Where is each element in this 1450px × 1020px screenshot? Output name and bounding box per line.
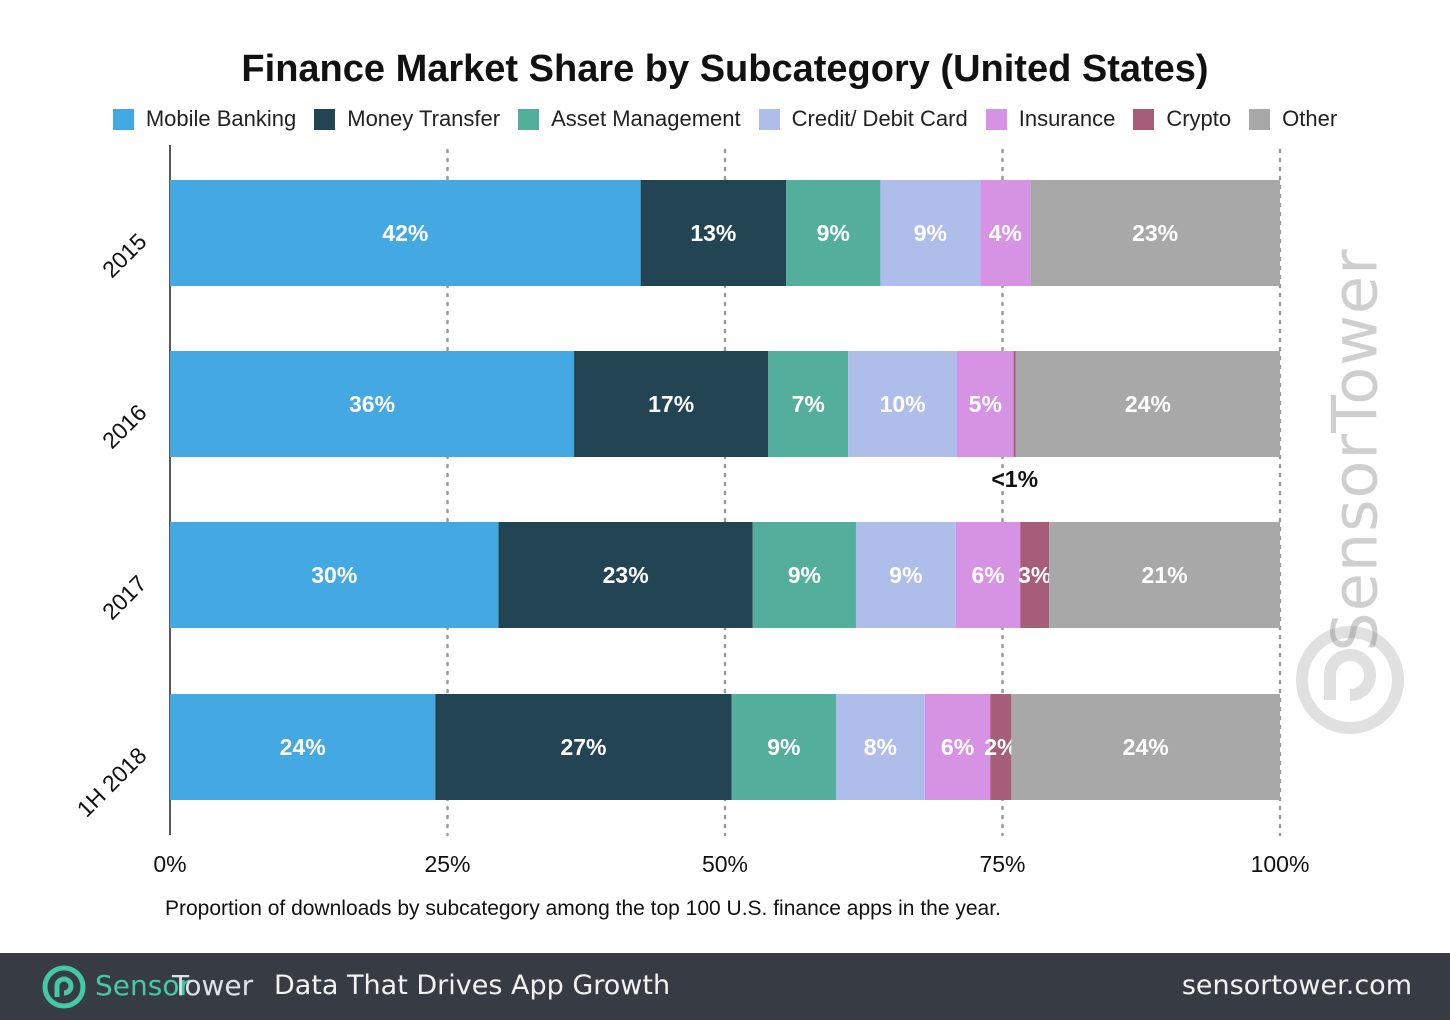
category-label: 2017 — [97, 570, 152, 625]
data-label: 6% — [971, 562, 1004, 588]
legend-swatch — [518, 108, 540, 130]
x-tick-label: 75% — [979, 851, 1025, 877]
legend-label: Mobile Banking — [145, 106, 297, 131]
bar-segment[interactable] — [880, 180, 981, 286]
bar-segment[interactable] — [955, 522, 1021, 628]
bar-segment[interactable] — [1013, 351, 1016, 457]
legend-swatch — [1133, 108, 1155, 130]
bar-segment[interactable] — [170, 522, 499, 628]
bar-segment[interactable] — [170, 180, 641, 286]
bar-segment[interactable] — [752, 522, 856, 628]
data-label: 36% — [349, 391, 395, 417]
legend-swatch — [1249, 108, 1271, 130]
bar-segment[interactable] — [980, 180, 1031, 286]
legend-label: Insurance — [1018, 106, 1116, 131]
data-label: 27% — [560, 734, 606, 760]
bar-segment[interactable] — [170, 694, 436, 800]
legend-label: Money Transfer — [347, 106, 501, 131]
bar-segment[interactable] — [1015, 351, 1280, 457]
bar-segment[interactable] — [924, 694, 991, 800]
data-label: 24% — [1125, 391, 1171, 417]
data-label: 10% — [880, 391, 926, 417]
legend-label: Asset Management — [551, 106, 741, 131]
data-label: 4% — [989, 220, 1022, 246]
bar-segment[interactable] — [1030, 180, 1280, 286]
data-label: 8% — [864, 734, 897, 760]
footer-tagline: Data That Drives App Growth — [274, 970, 671, 1001]
legend-item[interactable]: Credit/ Debit Card — [758, 106, 968, 132]
legend-label: Other — [1282, 106, 1338, 131]
footer-url-link[interactable]: sensortower.com — [1181, 970, 1412, 1001]
data-label: 21% — [1142, 562, 1188, 588]
stacked-bar-chart: 0% 25% 50% 75% 100% 2015 2016 2017 1H 2018 42% 13%… — [72, 145, 1310, 877]
data-label: 24% — [280, 734, 326, 760]
data-label: 9% — [817, 220, 850, 246]
data-label: 9% — [914, 220, 947, 246]
x-tick-label: 25% — [424, 851, 470, 877]
footer-bar: Sensor Tower Data That Drives App Growth… — [0, 953, 1450, 1020]
bar-segment[interactable] — [1020, 522, 1050, 628]
data-label: 23% — [1132, 220, 1178, 246]
x-tick-label: 50% — [702, 851, 748, 877]
bar-segment[interactable] — [768, 351, 849, 457]
data-label: 9% — [767, 734, 800, 760]
footer-brand-tower[interactable]: Tower — [172, 969, 254, 1002]
legend-label: Crypto — [1166, 106, 1232, 131]
bar-segment[interactable] — [848, 351, 957, 457]
legend-swatch — [985, 108, 1007, 130]
data-label: 9% — [889, 562, 922, 588]
data-label: 30% — [311, 562, 357, 588]
legend-swatch — [112, 108, 134, 130]
legend-label: Credit/ Debit Card — [791, 106, 968, 131]
category-label: 2015 — [97, 228, 152, 283]
legend-swatch — [758, 108, 780, 130]
chart-footnote: Proportion of downloads by subcategory a… — [165, 897, 1001, 920]
data-label: 7% — [792, 391, 825, 417]
data-label: 3% — [1018, 562, 1051, 588]
category-label: 1H 2018 — [72, 742, 152, 822]
bar-segment[interactable] — [498, 522, 753, 628]
bar-segment[interactable] — [170, 351, 575, 457]
x-tick-label: 0% — [153, 851, 186, 877]
sensortower-watermark-icon — [1296, 626, 1404, 734]
data-label: 9% — [788, 562, 821, 588]
bar-segment[interactable] — [435, 694, 732, 800]
data-label: 5% — [969, 391, 1002, 417]
data-label: 6% — [941, 734, 974, 760]
legend-item[interactable]: Money Transfer — [314, 106, 500, 132]
legend-item[interactable]: Insurance — [985, 106, 1116, 132]
bar-segment[interactable] — [1011, 694, 1280, 800]
bar-segment[interactable] — [956, 351, 1014, 457]
data-label: 13% — [690, 220, 736, 246]
category-label: 2016 — [97, 399, 152, 454]
data-label: 23% — [603, 562, 649, 588]
bar-segment[interactable] — [1049, 522, 1280, 628]
data-label: 17% — [648, 391, 694, 417]
data-label: 42% — [382, 220, 428, 246]
bar-segment[interactable] — [836, 694, 925, 800]
chart-legend: Mobile Banking Money Transfer Asset Manage… — [0, 106, 1450, 132]
legend-swatch — [314, 108, 336, 130]
legend-item[interactable]: Other — [1249, 106, 1337, 132]
sensortower-logo-icon[interactable] — [42, 965, 86, 1009]
bar-segment[interactable] — [731, 694, 836, 800]
data-label: 24% — [1123, 734, 1169, 760]
legend-item[interactable]: Crypto — [1133, 106, 1231, 132]
legend-item[interactable]: Asset Management — [518, 106, 741, 132]
annotation-label: <1% — [991, 466, 1038, 492]
chart-title: Finance Market Share by Subcategory (Uni… — [241, 48, 1209, 90]
x-tick-label: 100% — [1251, 851, 1310, 877]
bar-segment[interactable] — [786, 180, 881, 286]
bar-segment[interactable] — [990, 694, 1012, 800]
bar-segment[interactable] — [855, 522, 956, 628]
footer-brand-sensor[interactable]: Sensor — [95, 969, 191, 1002]
bar-segment[interactable] — [574, 351, 769, 457]
legend-item[interactable]: Mobile Banking — [112, 106, 297, 132]
bar-segment[interactable] — [640, 180, 787, 286]
